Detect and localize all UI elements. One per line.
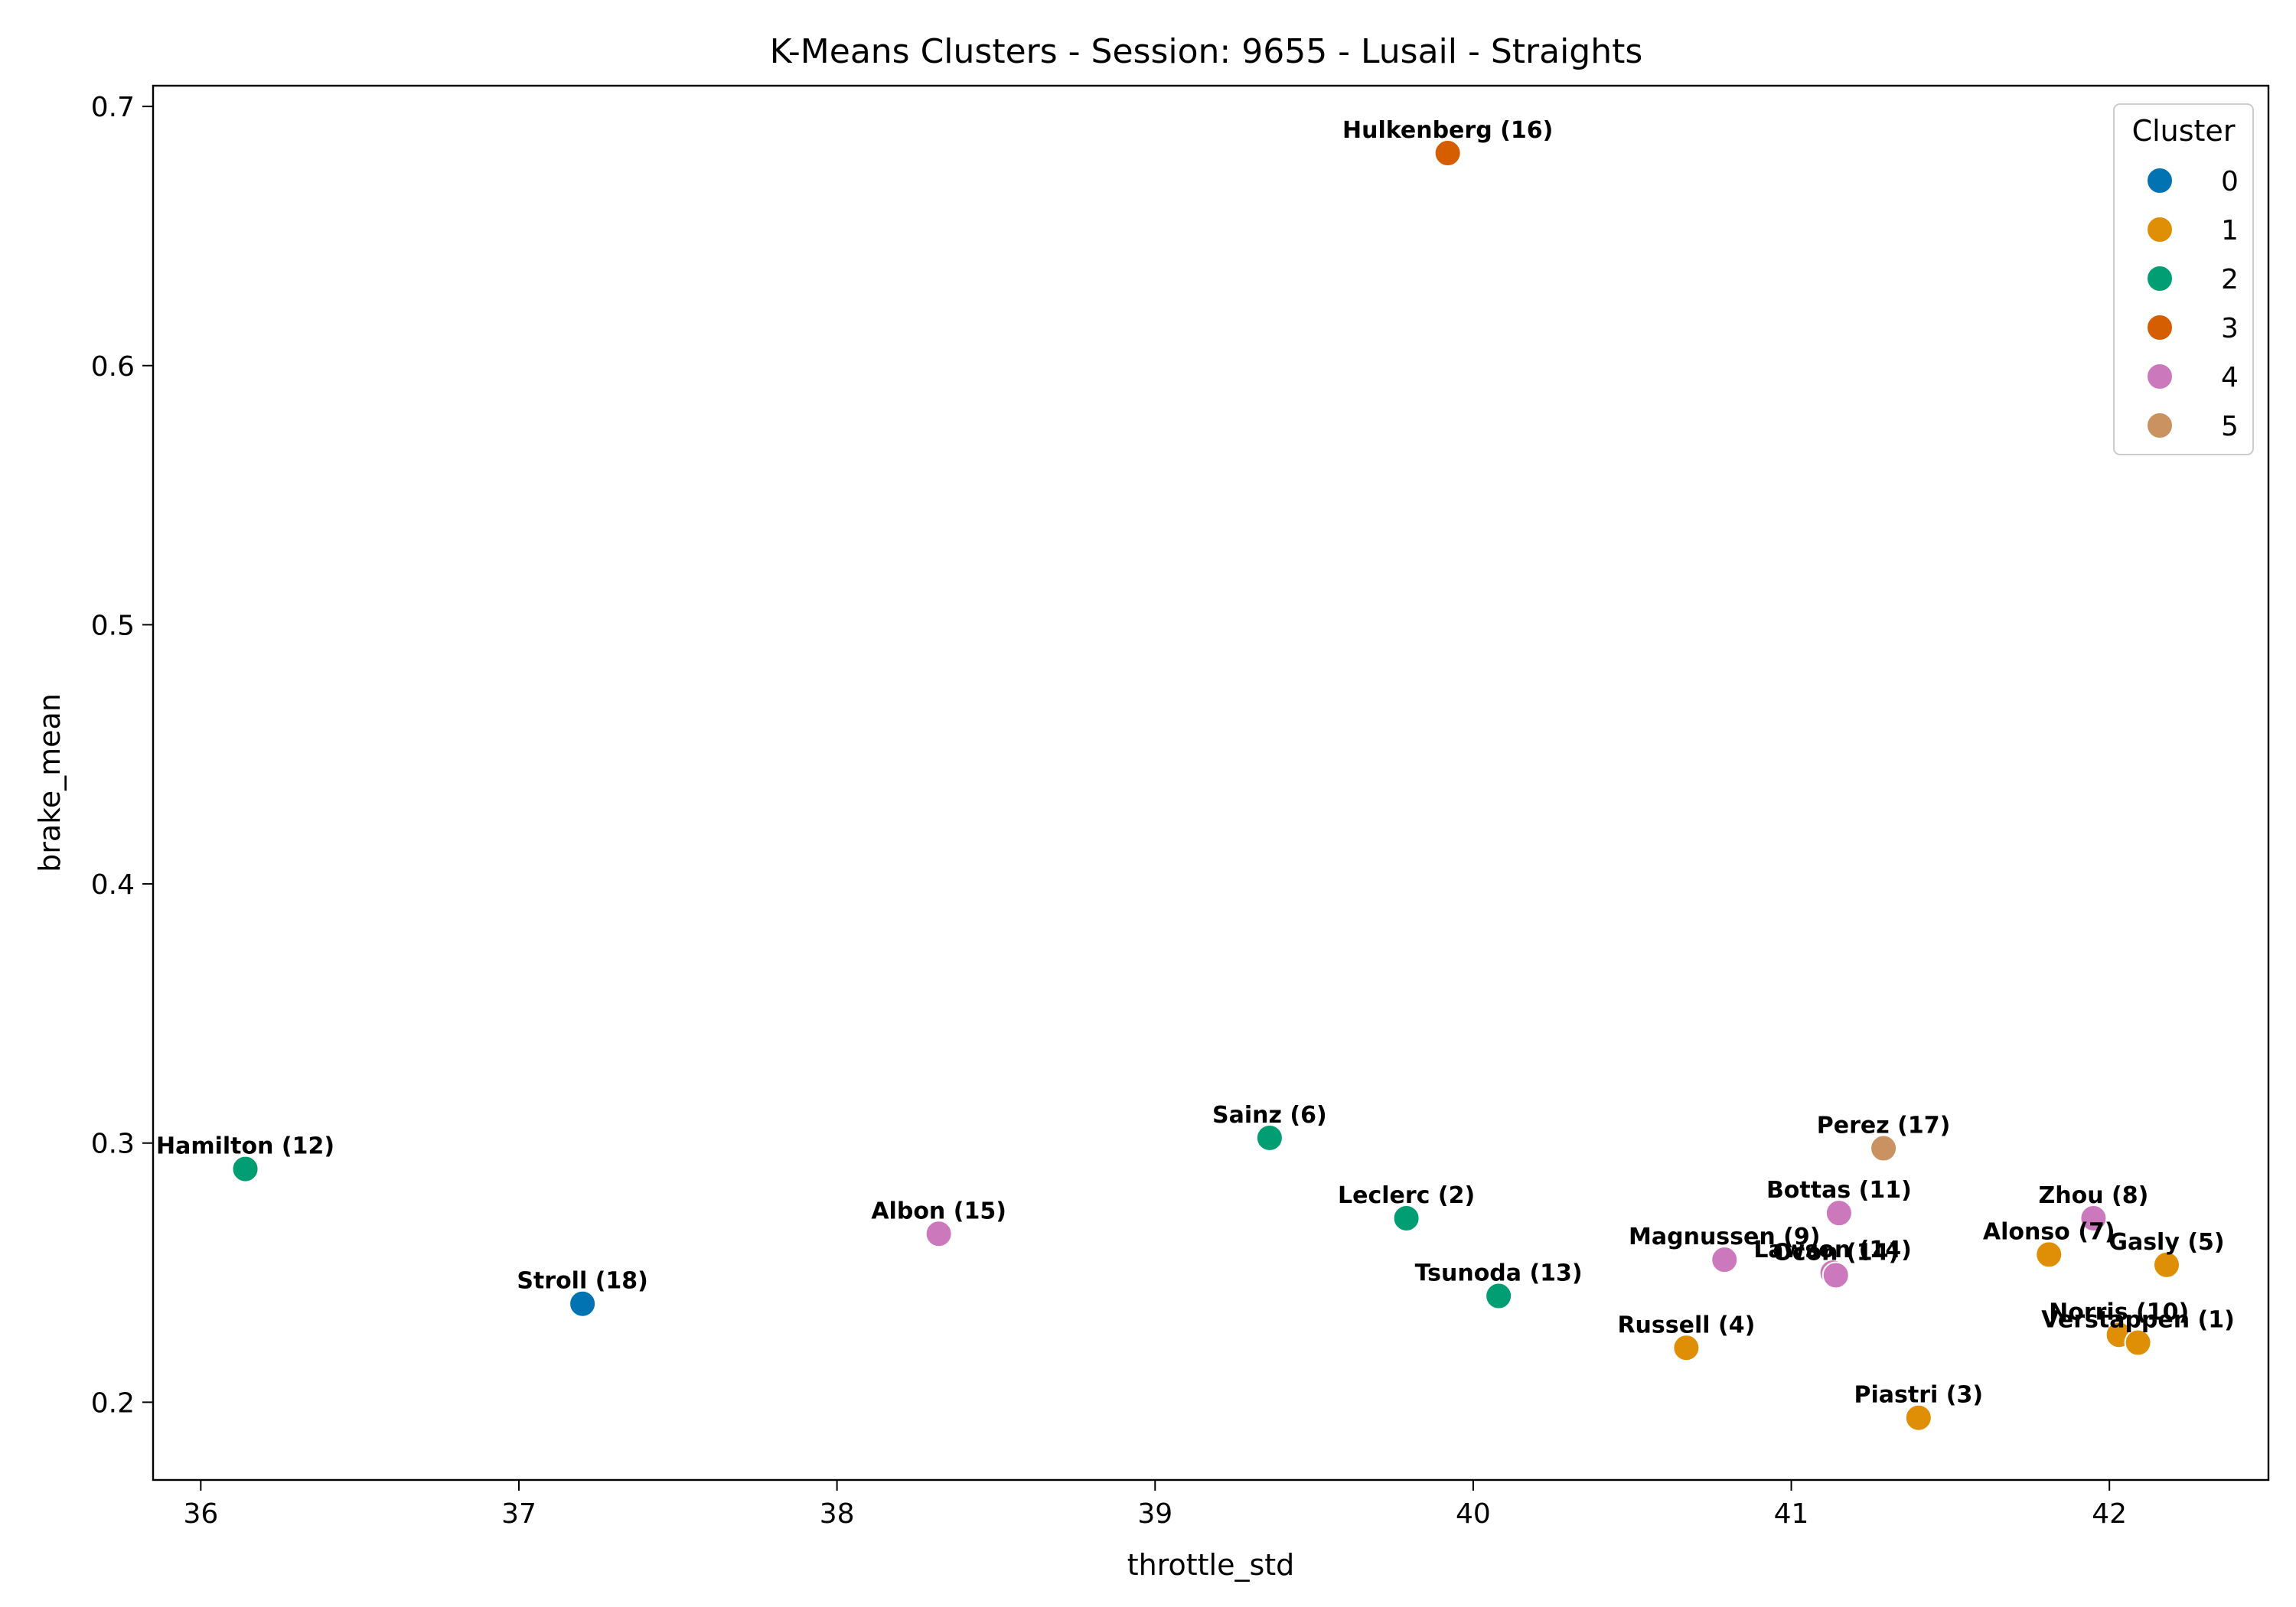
y-tick-label: 0.6 [91,351,135,383]
legend-marker [2146,216,2174,243]
y-tick-label: 0.5 [91,610,135,641]
x-tick-label: 37 [501,1498,536,1530]
y-axis-label: brake_mean [33,693,67,872]
point-label: Leclerc (2) [1338,1182,1475,1209]
legend-marker [2146,167,2174,194]
chart-title: K-Means Clusters - Session: 9655 - Lusai… [770,32,1643,71]
x-tick-label: 36 [183,1498,218,1530]
legend-marker [2146,265,2174,292]
plot-area-frame [152,84,2270,1482]
x-tick-label: 41 [1774,1498,1809,1530]
data-point [1870,1134,1898,1162]
legend-marker [2146,314,2174,341]
legend-entry-label: 0 [2221,166,2239,197]
data-point [1392,1204,1420,1232]
point-label: Verstappen (1) [2041,1307,2235,1334]
data-point [1433,139,1462,168]
data-point [1821,1261,1850,1289]
legend-title: Cluster [2132,114,2236,148]
point-label: Magnussen (9) [1629,1224,1820,1250]
point-label: Piastri (3) [1854,1382,1984,1409]
y-tick-label: 0.3 [91,1129,135,1160]
data-point [1255,1123,1283,1152]
point-label: Stroll (18) [517,1268,648,1295]
legend-entry-label: 5 [2221,411,2239,442]
legend-marker [2146,363,2174,390]
data-point [2152,1250,2180,1279]
point-label: Tsunoda (13) [1415,1260,1583,1287]
data-point [2035,1240,2063,1269]
x-tick-label: 39 [1137,1498,1172,1530]
data-point [569,1289,597,1318]
data-point [231,1155,259,1183]
point-labels: Hulkenberg (16) Hamilton (12) Stroll (18) A… [156,117,2235,1409]
point-label: Gasly (5) [2108,1229,2224,1256]
data-point [1904,1403,1932,1432]
point-label: Sainz (6) [1212,1102,1327,1129]
data-point [1485,1282,1513,1310]
y-tick-label: 0.4 [91,869,135,901]
axis-ticks: 36 37 38 39 40 41 42 0.2 0.3 0.4 0.5 0.6 0.7 [91,92,2127,1530]
point-label: Lawson (14) [1753,1237,1912,1263]
x-tick-label: 38 [820,1498,855,1530]
y-tick-label: 0.7 [91,92,135,123]
y-tick-label: 0.2 [91,1387,135,1419]
legend-entry-label: 1 [2221,215,2239,246]
point-label: Albon (15) [871,1198,1006,1224]
data-point [1825,1199,1853,1227]
data-point [2079,1204,2108,1232]
data-point [1711,1246,1739,1274]
point-label: Zhou (8) [2038,1182,2148,1209]
point-label: Hamilton (12) [156,1133,334,1160]
legend-marker [2146,412,2174,439]
point-label: Ocon (14) [1773,1239,1899,1266]
x-tick-label: 42 [2092,1498,2127,1530]
legend-entry-label: 3 [2221,313,2239,344]
legend-entry-label: 2 [2221,264,2239,295]
scatter-points [231,139,2180,1432]
point-label: Hulkenberg (16) [1342,117,1553,144]
point-label: Russell (4) [1617,1312,1755,1338]
point-label: Bottas (11) [1766,1177,1912,1204]
point-label: Alonso (7) [1983,1218,2115,1245]
data-point [2124,1328,2152,1357]
point-label: Norris (10) [2049,1299,2189,1325]
legend-entry-label: 4 [2221,362,2239,393]
point-label: Perez (17) [1817,1113,1951,1139]
data-point [1672,1334,1701,1362]
x-axis-label: throttle_std [1127,1548,1295,1582]
legend-frame [2113,103,2254,455]
legend: Cluster 0 1 2 3 4 5 [2113,103,2254,455]
data-point [925,1220,953,1248]
x-tick-label: 40 [1456,1498,1491,1530]
